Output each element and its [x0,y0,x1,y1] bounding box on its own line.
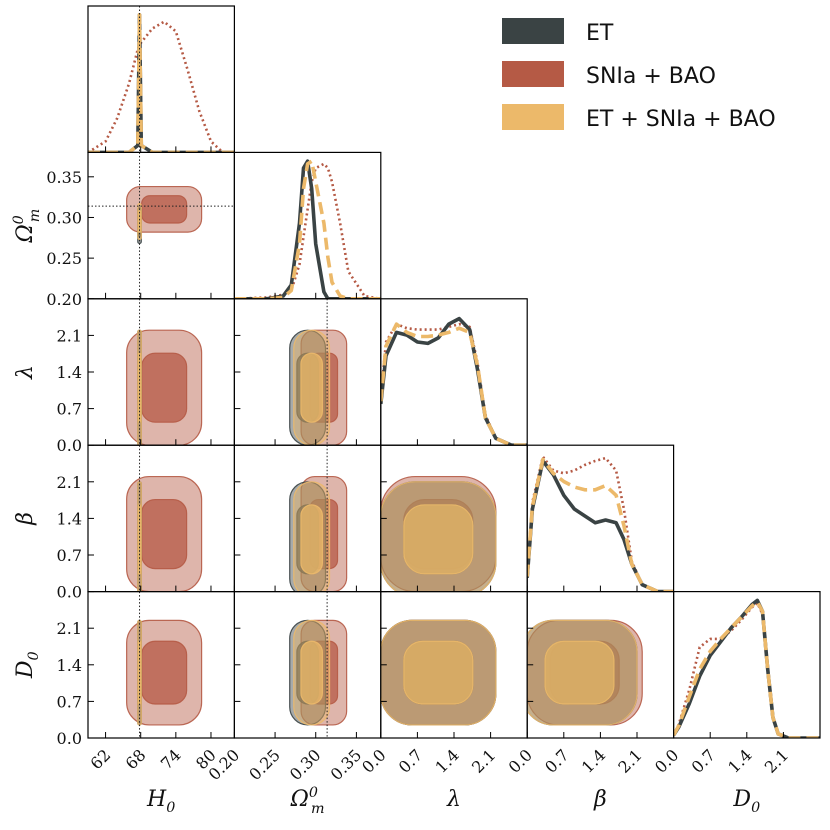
y-tick-label-beta: 0.7 [57,546,82,565]
legend-label-et: ET [586,21,614,46]
pdf-line-H0-snia-bao [88,20,235,153]
panel-beta-Om [233,444,382,593]
y-axis-label-beta: β [13,512,38,526]
pdf-line-lambda-et-snia-bao [380,322,528,446]
x-tick-label-beta: 0.0 [505,745,536,776]
y-tick-label-beta: 1.4 [57,509,82,528]
pdf-line-beta-snia-bao [527,455,674,592]
y-tick-label-Om: 0.30 [46,208,82,227]
pdf-line-Om-et-snia-bao [234,159,381,299]
y-tick-label-lambda: 0.7 [57,400,82,419]
contour-H0-lambda-snia-bao-68 [141,352,188,423]
y-tick-label-Om: 0.35 [46,168,82,187]
y-tick-label-lambda: 0.0 [57,436,82,455]
x-tick-label-D0: 0.7 [688,745,719,776]
panel-beta-lambda [380,444,528,593]
x-tick-label-D0: 1.4 [724,745,755,776]
x-axis-label-beta: β [593,787,607,812]
x-tick-label-lambda: 1.4 [431,745,462,776]
pdf-line-D0-et [673,598,820,738]
y-tick-label-lambda: 1.4 [57,363,82,382]
y-tick-label-D0: 2.1 [57,619,82,638]
y-axis-label-Om: Ω0m [11,209,43,244]
panel-lambda-Om [233,298,382,446]
pdf-line-beta-et [527,459,674,592]
pdf-line-Om-snia-bao [234,162,381,299]
x-axis-label-H0: H0 [146,787,175,816]
panel-beta-beta [526,444,675,593]
y-tick-label-beta: 2.1 [57,473,82,492]
x-tick-label-lambda: 2.1 [468,745,499,776]
x-tick-label-H0: 62 [87,745,115,773]
y-axis-label-lambda: λ [13,365,38,380]
panel-lambda-H0: 0.0 0.7 1.4 2.1 λ [13,298,235,455]
y-tick-label-D0: 0.0 [57,729,82,748]
panel-frame [233,151,382,300]
x-axis-label-lambda: λ [446,787,461,812]
x-axis-label-Om: Ω0 m [290,785,325,817]
x-tick-label-beta: 2.1 [614,745,645,776]
legend: ET SNIa + BAO ET + SNIa + BAO [502,18,776,132]
contour-Om-D0-et-snia-bao-68 [300,640,324,705]
x-tick-label-D0: 2.1 [761,745,792,776]
panel-beta-H0: 0.0 0.7 1.4 2.1 β [13,444,235,602]
contour-H0-beta-snia-bao-68 [141,498,188,570]
contour-Om-lambda-et-snia-bao-68 [300,352,324,423]
legend-swatch-et-snia-bao [502,104,564,130]
contour-H0-Om-snia-bao-68 [141,195,188,224]
pdf-line-D0-snia-bao [673,601,820,738]
x-tick-label-beta: 1.4 [578,745,609,776]
legend-label-snia-bao: SNIa + BAO [586,64,716,89]
panel-D0-D0: 0.0 0.7 1.4 2.1D0 [651,590,821,816]
x-axis-label-D0: D0 [732,787,760,816]
x-tick-label-H0: 68 [122,745,150,773]
x-tick-label-H0: 74 [157,745,185,773]
y-tick-label-D0: 1.4 [57,656,82,675]
pdf-line-Om-et [234,159,381,299]
y-tick-label-beta: 0.0 [57,583,82,602]
panel-Om-H0: 0.20 0.25 0.30 0.35 Ω0m [11,151,235,309]
y-axis-label-D0: D0 [13,651,42,679]
contour-Om-beta-et-snia-bao-68 [300,504,324,575]
pdf-line-D0-et-snia-bao [673,600,820,738]
y-tick-label-Om: 0.20 [46,290,82,309]
x-tick-label-lambda: 0.7 [395,745,426,776]
panel-lambda-lambda [380,298,528,446]
x-tick-label-Om: 0.30 [286,745,325,784]
y-tick-label-Om: 0.25 [46,249,82,268]
x-tick-label-D0: 0.0 [651,745,682,776]
contour-lambda-D0-et-snia-bao-68 [403,640,474,705]
contour-lambda-beta-et-snia-bao-68 [403,504,474,575]
y-tick-label-D0: 0.7 [57,692,82,711]
contour-H0-Om-et-snia-bao-68 [137,210,142,233]
pdf-line-beta-et-snia-bao [527,457,674,592]
contour-H0-beta-et-snia-bao-68 [137,504,142,575]
legend-swatch-et [502,18,564,44]
pdf-line-lambda-et [380,316,528,446]
legend-swatch-snia-bao [502,61,564,87]
panel-Om-Om [233,151,382,300]
x-tick-label-beta: 0.7 [541,745,572,776]
x-tick-label-lambda: 0.0 [358,745,389,776]
contour-beta-D0-et-snia-bao-68 [544,640,615,705]
pdf-line-lambda-snia-bao [380,322,528,446]
x-tick-label-Om: 0.25 [245,745,284,784]
panel-H0-H0 [87,5,235,153]
panel-frame [87,5,235,153]
panels-layer: 0.200.250.300.35Ω0m0.00.71.42.1λ0.00.71.… [11,5,821,817]
panel-D0-beta: 0.0 0.7 1.4 2.1 β [505,590,675,812]
contour-H0-D0-snia-bao-68 [141,640,188,705]
y-tick-label-lambda: 2.1 [57,326,82,345]
legend-label-et-snia-bao: ET + SNIa + BAO [586,107,776,132]
panel-D0-lambda: 0.0 0.7 1.4 2.1 λ [358,590,528,812]
